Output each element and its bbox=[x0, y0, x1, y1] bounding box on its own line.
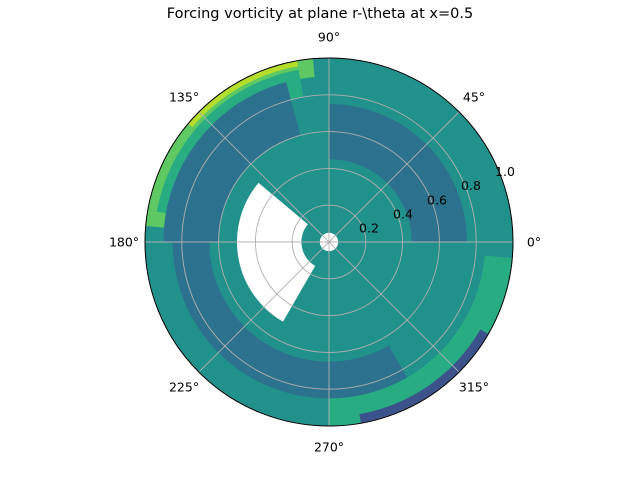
heatmap-region-9 bbox=[236, 182, 316, 322]
r-tick-label: 0.8 bbox=[461, 178, 481, 193]
heatmap-region-8 bbox=[359, 329, 492, 426]
angular-gridline-7 bbox=[328, 241, 460, 373]
tick-labels: 0° 45° 90° 135° 180° 225° 270° 315° 0.2 0.4 0.6 0.8… bbox=[109, 30, 541, 455]
r-tick-label: 0.2 bbox=[359, 220, 379, 235]
theta-tick-label: 225° bbox=[169, 379, 199, 394]
heatmap-region-6 bbox=[172, 242, 408, 399]
theta-tick-label: 315° bbox=[459, 379, 489, 394]
theta-tick-label: 45° bbox=[463, 90, 485, 105]
heatmap-region-4 bbox=[163, 82, 301, 242]
angular-gridline-3 bbox=[198, 111, 330, 243]
chart-title: Forcing vorticity at plane r-\theta at x… bbox=[166, 6, 474, 22]
heatmap-region-2 bbox=[185, 58, 299, 128]
r-tick-label: 1.0 bbox=[495, 164, 515, 179]
r-tick-label: 0.6 bbox=[427, 192, 447, 207]
theta-tick-label: 90° bbox=[318, 30, 340, 45]
angular-gridline-1 bbox=[328, 111, 460, 243]
polar-frame bbox=[144, 57, 514, 427]
r-tick-label: 0.4 bbox=[393, 206, 413, 221]
theta-tick-label: 0° bbox=[527, 235, 541, 250]
theta-tick-label: 135° bbox=[169, 90, 199, 105]
theta-tick-label: 180° bbox=[109, 235, 139, 250]
angular-gridline-5 bbox=[198, 241, 330, 373]
polar-grid bbox=[144, 57, 514, 427]
theta-tick-label: 270° bbox=[314, 440, 344, 455]
